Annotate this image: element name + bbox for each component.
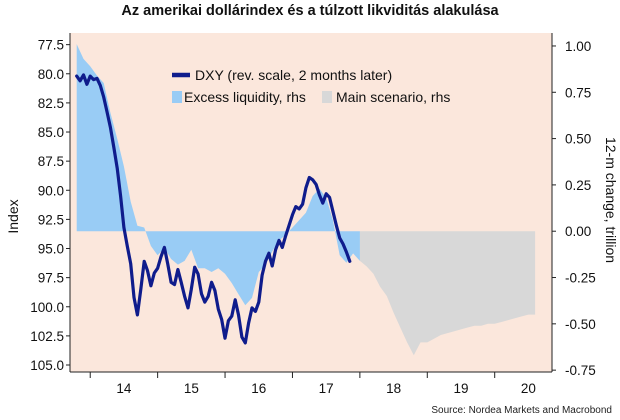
- x-tick-label: 14: [116, 381, 132, 396]
- main-scenario-layer: [359, 231, 536, 356]
- right-tick-label: 0.50: [565, 132, 591, 147]
- right-tick-label: 0.75: [565, 85, 591, 100]
- left-tick-label: 82.5: [38, 96, 64, 111]
- x-tick-label: 16: [251, 381, 266, 396]
- excess-liquidity-area: [76, 44, 360, 306]
- x-tick-label: 15: [184, 381, 199, 396]
- dxy-layer: [75, 73, 352, 345]
- x-tick-label: 20: [521, 381, 536, 396]
- left-tick-label: 92.5: [38, 212, 64, 227]
- x-tick-label: 17: [319, 381, 334, 396]
- axes: 77.5 80.0 82.5 85.0 87.5 90.0 92.5 95.0 97.5 100.…: [5, 33, 619, 396]
- left-tick-label: 90.0: [38, 183, 64, 198]
- left-tick-label: 100.0: [30, 300, 64, 315]
- left-tick-label: 80.0: [38, 67, 64, 82]
- legend-dxy-label: DXY (rev. scale, 2 months later): [195, 67, 392, 83]
- legend-excess-swatch: [172, 91, 182, 103]
- dxy-line: [75, 73, 352, 345]
- legend: DXY (rev. scale, 2 months later) Excess l…: [172, 67, 450, 105]
- right-tick-label: -0.75: [565, 363, 596, 378]
- left-tick-label: 105.0: [30, 358, 64, 373]
- left-tick-label: 102.5: [30, 329, 64, 344]
- legend-scenario-label: Main scenario, rhs: [336, 89, 450, 105]
- left-tick-label: 77.5: [38, 38, 64, 53]
- right-tick-label: 0.25: [565, 178, 591, 193]
- left-tick-label: 85.0: [38, 125, 64, 140]
- x-tick-label: 18: [386, 381, 401, 396]
- left-tick-label: 97.5: [38, 271, 64, 286]
- legend-excess-label: Excess liquidity, rhs: [184, 89, 306, 105]
- chart-title: Az amerikai dollárindex és a túlzott lik…: [121, 3, 499, 19]
- left-tick-label: 87.5: [38, 154, 64, 169]
- legend-scenario-swatch: [322, 91, 332, 103]
- excess-liquidity-layer: [76, 44, 360, 306]
- right-tick-label: -0.25: [565, 271, 596, 286]
- main-scenario-area: [359, 231, 536, 356]
- left-tick-label: 95.0: [38, 242, 64, 257]
- right-tick-label: 0.00: [565, 224, 591, 239]
- y-axis-title: Index: [5, 199, 21, 233]
- right-tick-label: 1.00: [565, 39, 591, 54]
- source-note: Source: Nordea Markets and Macrobond: [431, 405, 612, 416]
- y2-axis-title: 12-m change, trillion: [603, 137, 619, 263]
- right-tick-label: -0.50: [565, 317, 596, 332]
- x-tick-label: 19: [453, 381, 468, 396]
